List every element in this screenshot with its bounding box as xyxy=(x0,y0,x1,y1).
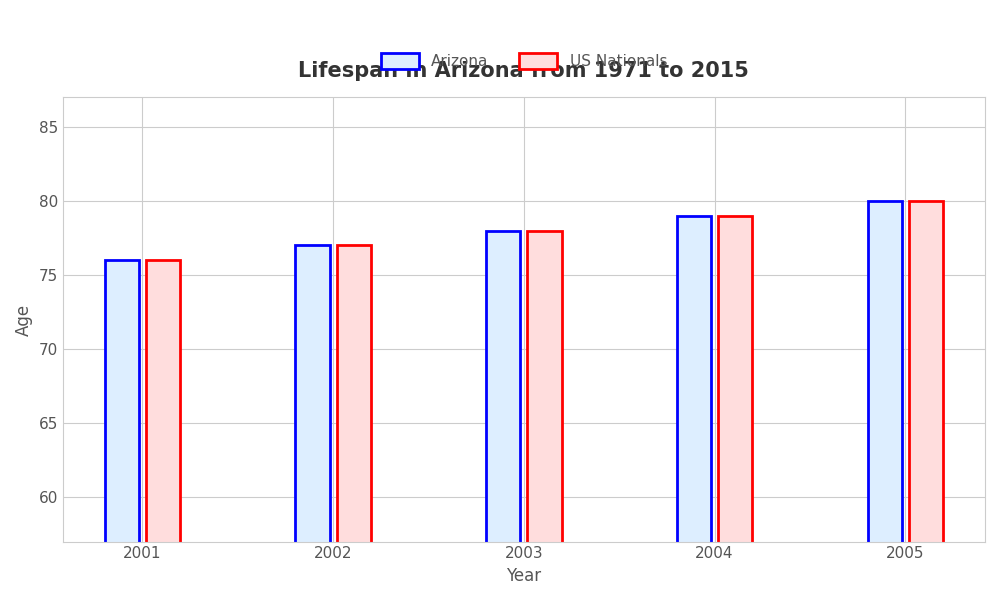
Bar xyxy=(868,201,902,600)
Bar xyxy=(337,245,371,600)
Bar xyxy=(527,230,562,600)
Title: Lifespan in Arizona from 1971 to 2015: Lifespan in Arizona from 1971 to 2015 xyxy=(298,61,749,80)
Bar xyxy=(486,230,520,600)
Bar xyxy=(718,216,752,600)
Bar xyxy=(105,260,139,600)
Legend: Arizona, US Nationals: Arizona, US Nationals xyxy=(375,47,673,76)
Bar xyxy=(146,260,180,600)
Bar xyxy=(295,245,330,600)
Bar xyxy=(909,201,943,600)
Bar xyxy=(677,216,711,600)
Y-axis label: Age: Age xyxy=(15,304,33,335)
X-axis label: Year: Year xyxy=(506,567,541,585)
